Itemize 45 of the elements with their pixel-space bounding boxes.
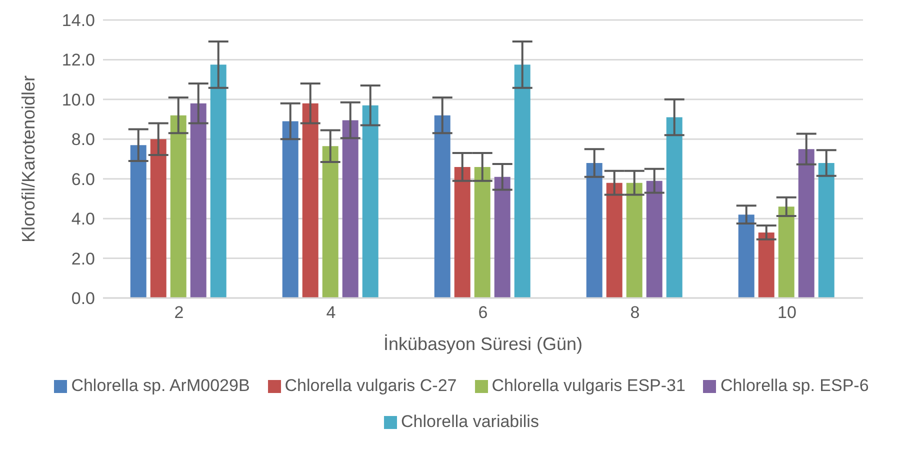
bar bbox=[282, 121, 298, 298]
bar bbox=[758, 232, 774, 298]
x-axis-title: İnkübasyon Süresi (Gün) bbox=[383, 334, 583, 354]
legend-label: Chlorella vulgaris ESP-31 bbox=[492, 376, 686, 395]
bar bbox=[738, 214, 754, 298]
legend-label: Chlorella vulgaris C-27 bbox=[284, 376, 457, 395]
bar bbox=[322, 146, 338, 298]
bar bbox=[514, 64, 530, 298]
bar bbox=[474, 166, 490, 298]
y-tick-label: 12.0 bbox=[62, 50, 95, 70]
bar bbox=[362, 105, 378, 298]
y-tick-label: 8.0 bbox=[71, 130, 95, 150]
bar bbox=[818, 162, 834, 298]
x-tick-label: 8 bbox=[630, 303, 640, 322]
bar bbox=[170, 115, 186, 298]
x-tick-label: 6 bbox=[478, 303, 488, 322]
bar bbox=[606, 182, 622, 298]
legend-label: Chlorella sp. ArM0029B bbox=[71, 376, 250, 395]
bar bbox=[150, 139, 166, 298]
bar bbox=[342, 120, 358, 298]
bar bbox=[798, 149, 814, 298]
y-tick-label: 6.0 bbox=[71, 170, 95, 189]
y-axis-title: Klorofil/Karotenoidler bbox=[18, 75, 38, 243]
bar bbox=[626, 182, 642, 298]
bar bbox=[454, 166, 470, 298]
y-tick-label: 10.0 bbox=[62, 90, 95, 110]
x-tick-label: 4 bbox=[326, 303, 336, 322]
bar bbox=[190, 103, 206, 298]
bar bbox=[434, 115, 450, 298]
x-tick-label: 2 bbox=[174, 303, 184, 322]
y-tick-label: 2.0 bbox=[71, 249, 95, 268]
bar bbox=[666, 117, 682, 298]
y-tick-label: 4.0 bbox=[71, 210, 95, 229]
bar bbox=[130, 145, 146, 298]
y-tick-label: 0.0 bbox=[71, 289, 95, 308]
bar bbox=[210, 64, 226, 298]
y-tick-label: 14.0 bbox=[62, 11, 95, 30]
legend-label: Chlorella variabilis bbox=[401, 412, 539, 431]
x-tick-label: 10 bbox=[778, 303, 796, 322]
bar bbox=[646, 180, 662, 298]
bar bbox=[494, 176, 510, 298]
bar bbox=[302, 103, 318, 298]
legend-label: Chlorella sp. ESP-6 bbox=[720, 376, 869, 395]
bar bbox=[778, 206, 794, 298]
bar bbox=[586, 162, 602, 298]
